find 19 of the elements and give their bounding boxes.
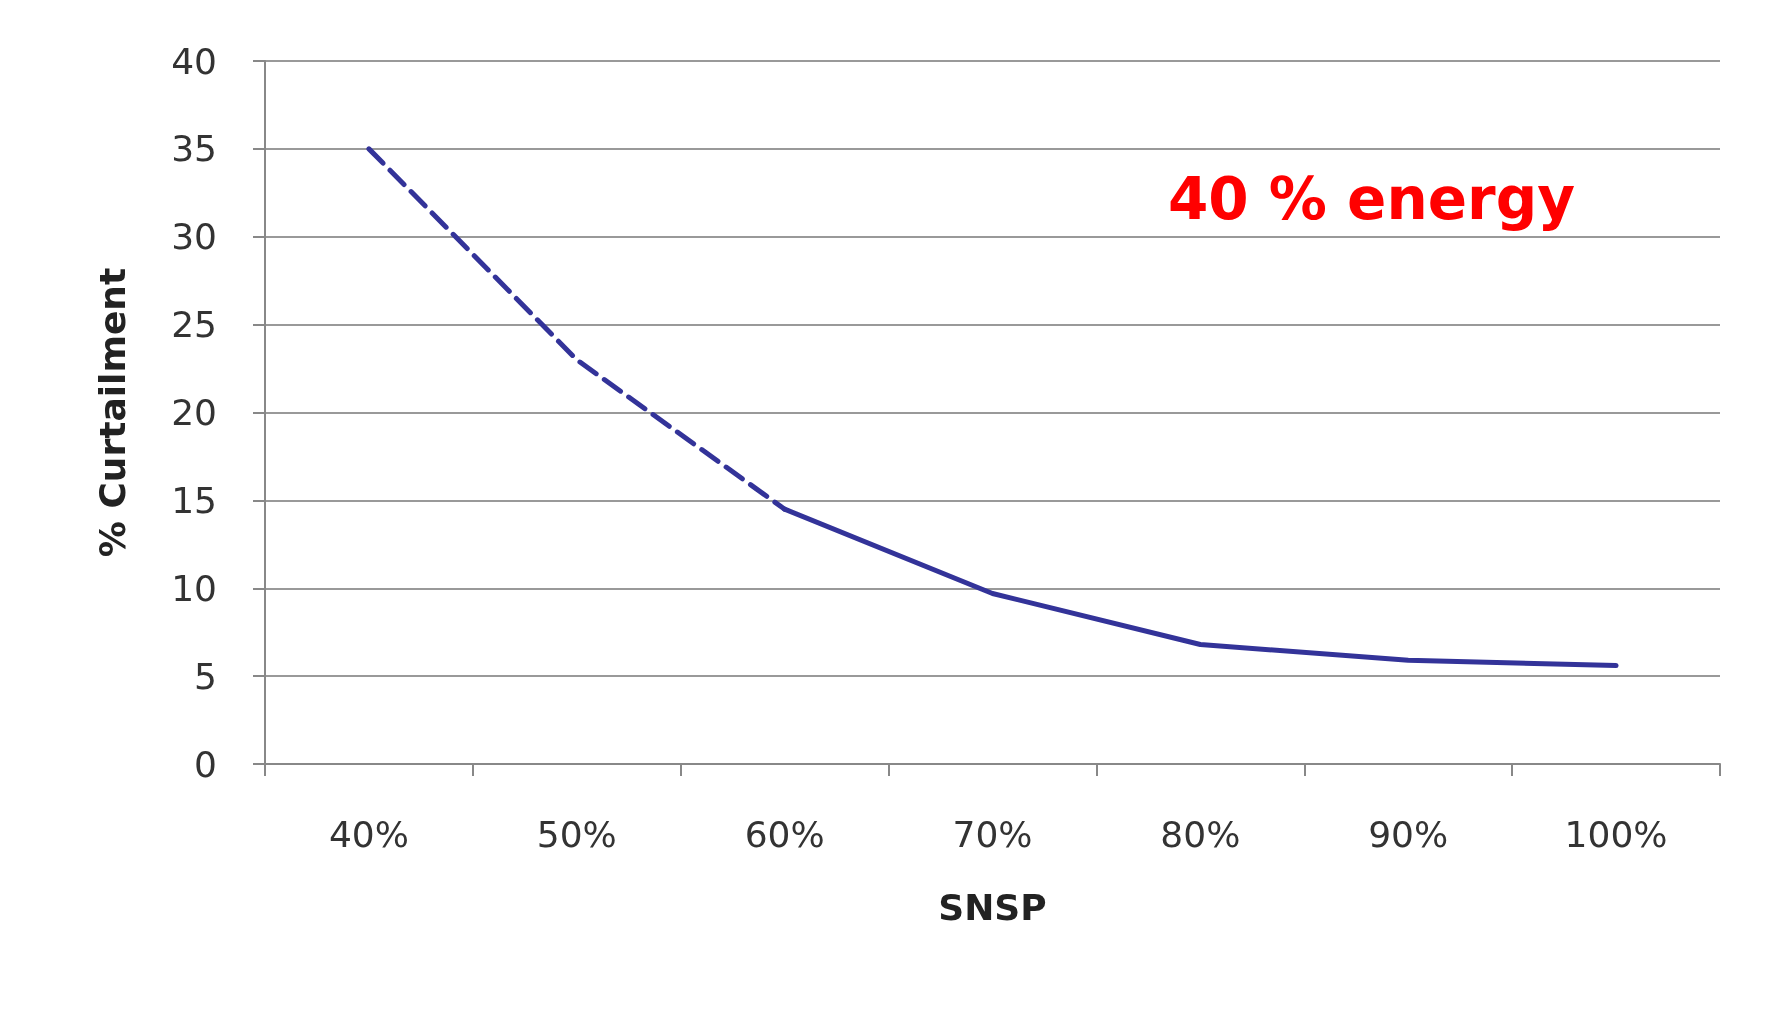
x-tick-label: 70% — [952, 813, 1033, 855]
x-tick-label: 40% — [328, 813, 409, 855]
y-tick-label: 40 — [171, 40, 217, 82]
y-tick-label: 35 — [171, 128, 217, 170]
x-tick-label: 90% — [1368, 813, 1449, 855]
x-tick-label: 50% — [536, 813, 617, 855]
y-axis-title: % Curtailment — [91, 267, 133, 558]
y-tick-label: 25 — [171, 304, 217, 346]
y-tick-label: 10 — [171, 567, 217, 609]
x-tick-label: 80% — [1160, 813, 1241, 855]
y-tick-label: 5 — [194, 655, 217, 697]
y-tick-label: 15 — [171, 479, 217, 521]
y-tick-label: 30 — [171, 216, 217, 258]
x-tick-label: 100% — [1564, 813, 1668, 855]
annotation: 40 % energy — [1167, 165, 1575, 233]
x-tick-label: 60% — [744, 813, 825, 855]
y-tick-label: 20 — [171, 392, 217, 433]
y-tick-label: 0 — [194, 743, 217, 785]
x-axis-title: SNSP — [938, 886, 1047, 928]
